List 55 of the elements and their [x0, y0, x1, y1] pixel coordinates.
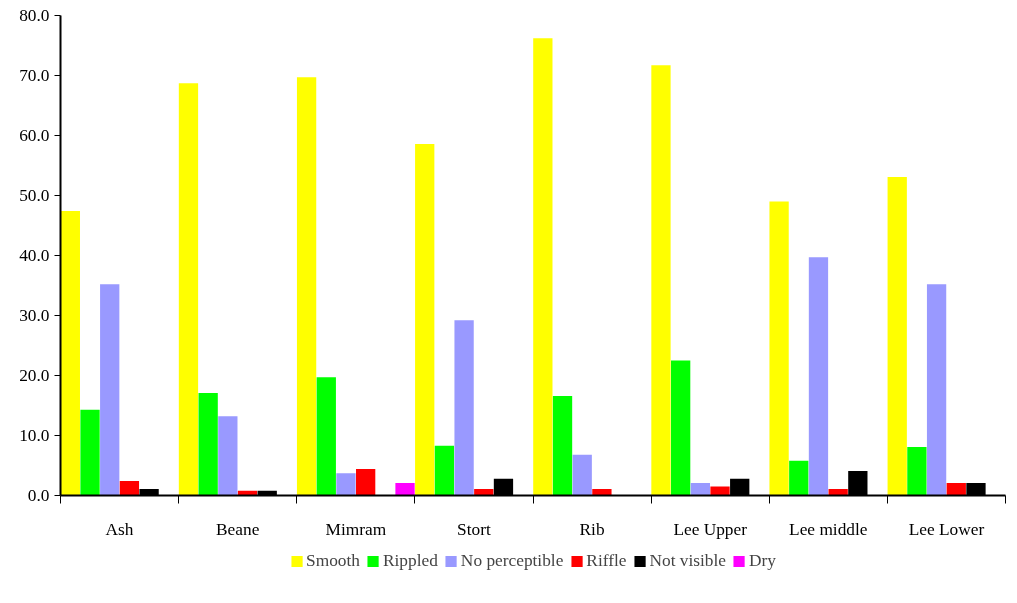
bar	[395, 482, 415, 496]
bar	[178, 83, 199, 496]
bar	[454, 320, 474, 496]
bar	[100, 284, 120, 496]
bar	[316, 377, 336, 496]
y-tick-label: 80.0	[19, 6, 50, 25]
bar	[651, 65, 671, 496]
bar	[572, 454, 592, 496]
bar	[533, 38, 553, 496]
x-tick-label: Beane	[216, 519, 260, 539]
bar	[415, 143, 435, 496]
x-tick-label: Lee Upper	[673, 519, 748, 539]
x-tick-label: Rib	[579, 519, 605, 539]
bar	[434, 445, 455, 496]
y-tick-label: 70.0	[19, 66, 50, 85]
bar	[926, 284, 947, 496]
bar	[710, 486, 730, 496]
legend-label: Riffle	[586, 551, 627, 571]
bar	[789, 460, 809, 496]
bar	[198, 392, 218, 496]
y-tick-label: 0.0	[27, 486, 50, 505]
y-tick-label: 30.0	[19, 306, 50, 325]
x-tick-label: Lee Lower	[908, 519, 985, 539]
bar	[887, 176, 907, 496]
bar	[296, 77, 317, 496]
bar	[671, 360, 691, 496]
bar	[356, 469, 376, 496]
bar	[80, 409, 100, 496]
bar	[119, 481, 140, 496]
y-tick-label: 40.0	[19, 246, 50, 265]
legend-label: Smooth	[306, 551, 360, 571]
bar	[336, 473, 356, 496]
y-tick-label: 20.0	[19, 366, 50, 385]
x-tick-label: Ash	[105, 519, 134, 539]
legend-label: Rippled	[382, 551, 438, 571]
x-tick-label: Stort	[457, 519, 491, 539]
bar	[60, 211, 80, 496]
bar	[828, 488, 848, 496]
y-tick-label: 50.0	[19, 186, 50, 205]
legend-label: Dry	[748, 551, 776, 571]
bar	[474, 488, 494, 496]
y-tick-label: 10.0	[19, 426, 50, 445]
x-tick-label: Lee middle	[789, 519, 868, 539]
bar	[552, 395, 573, 496]
bar	[907, 446, 927, 496]
legend-label: No perceptible	[460, 551, 564, 571]
legend-label: Not visible	[649, 551, 726, 571]
bar	[946, 482, 966, 496]
y-tick-label: 60.0	[19, 126, 50, 145]
bar	[808, 257, 829, 496]
x-tick-label: Mimram	[325, 519, 387, 539]
bar	[592, 488, 612, 496]
bar	[690, 482, 710, 496]
bar	[218, 416, 238, 496]
bar	[769, 201, 789, 496]
